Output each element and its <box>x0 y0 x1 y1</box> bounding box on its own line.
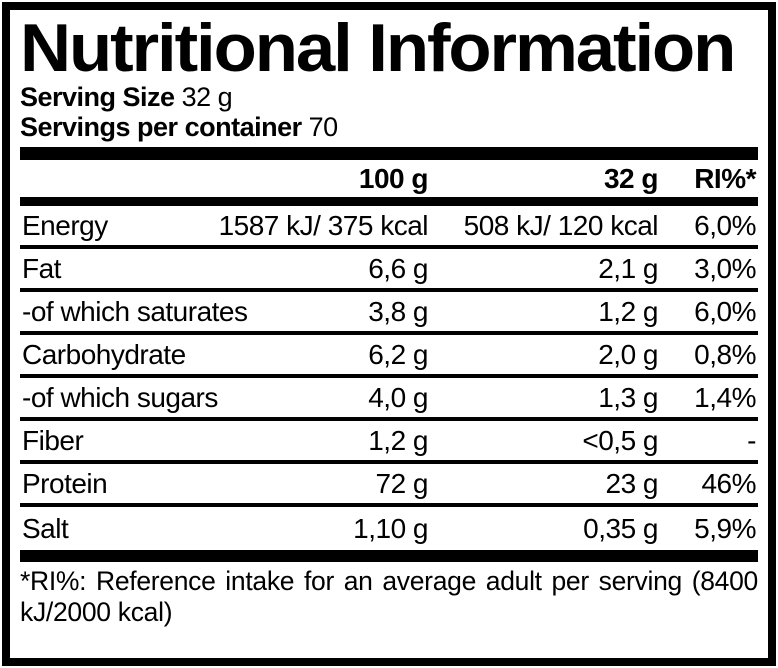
table-row: Fat 6,6 g 2,1 g 3,0% <box>20 249 758 292</box>
servings-per-container-value: 70 <box>308 112 339 142</box>
value-per-serving: 1,3 g <box>598 381 658 413</box>
value-ri-percent: 6,0% <box>694 295 756 327</box>
value-per-serving: 1,2 g <box>598 295 658 327</box>
value-per-100g: 4,0 g <box>368 381 428 413</box>
value-per-100g: 6,2 g <box>368 338 428 370</box>
value-per-100g: 72 g <box>375 467 429 499</box>
column-header-ri-percent: RI%* <box>694 162 756 194</box>
value-ri-percent: 6,0% <box>694 209 756 241</box>
nutrient-name: Energy <box>22 209 108 241</box>
table-row: Protein 72 g 23 g 46% <box>20 464 758 507</box>
column-header-per-serving: 32 g <box>603 162 659 194</box>
table-row: -of which sugars 4,0 g 1,3 g 1,4% <box>20 378 758 421</box>
nutrient-name: Fiber <box>22 424 84 456</box>
value-ri-percent: 5,9% <box>694 512 756 544</box>
table-row: Energy 1587 kJ/ 375 kcal 508 kJ/ 120 kca… <box>20 206 758 249</box>
divider-bar-top <box>20 147 758 160</box>
value-per-serving: 508 kJ/ 120 kcal <box>463 209 659 241</box>
value-per-100g: 6,6 g <box>368 252 428 284</box>
table-row: Carbohydrate 6,2 g 2,0 g 0,8% <box>20 335 758 378</box>
reference-intake-footnote: *RI%: Reference intake for an average ad… <box>20 566 758 627</box>
value-ri-percent: 0,8% <box>694 338 756 370</box>
nutrient-name: Salt <box>22 512 69 544</box>
value-per-serving: 23 g <box>605 467 659 499</box>
nutrient-name: Protein <box>22 467 108 499</box>
servings-per-container-label: Servings per container <box>20 112 302 142</box>
value-per-serving: 2,1 g <box>598 252 658 284</box>
serving-size-value: 32 g <box>181 82 233 112</box>
table-row: -of which saturates 3,8 g 1,2 g 6,0% <box>20 292 758 335</box>
value-per-serving: <0,5 g <box>582 424 658 456</box>
value-per-serving: 2,0 g <box>598 338 658 370</box>
serving-size-line: Serving Size 32 g <box>20 82 758 112</box>
value-per-100g: 3,8 g <box>368 295 428 327</box>
value-ri-percent: 3,0% <box>694 252 756 284</box>
value-per-100g: 1587 kJ/ 375 kcal <box>218 209 429 241</box>
value-ri-percent: 46% <box>701 467 756 499</box>
value-ri-percent: 1,4% <box>694 381 756 413</box>
column-header-per-100g: 100 g <box>358 162 429 194</box>
nutrient-name: -of which saturates <box>22 295 248 327</box>
nutrient-name: -of which sugars <box>22 381 218 413</box>
nutrient-name: Carbohydrate <box>22 338 186 370</box>
table-row: Fiber 1,2 g <0,5 g - <box>20 421 758 464</box>
table-header-row: 100 g 32 g RI%* <box>20 160 758 197</box>
serving-size-label: Serving Size <box>20 82 175 112</box>
nutrient-name: Fat <box>22 252 61 284</box>
value-per-100g: 1,10 g <box>353 512 428 544</box>
value-ri-percent: - <box>747 424 756 456</box>
servings-per-container-line: Servings per container 70 <box>20 112 758 142</box>
value-per-serving: 0,35 g <box>583 512 658 544</box>
divider-bar-header <box>20 197 758 206</box>
divider-bar-footer <box>20 550 758 562</box>
value-per-100g: 1,2 g <box>368 424 428 456</box>
table-row: Salt 1,10 g 0,35 g 5,9% <box>20 507 758 550</box>
page-title: Nutritional Information <box>20 10 736 86</box>
nutrition-table: Energy 1587 kJ/ 375 kcal 508 kJ/ 120 kca… <box>20 206 758 550</box>
